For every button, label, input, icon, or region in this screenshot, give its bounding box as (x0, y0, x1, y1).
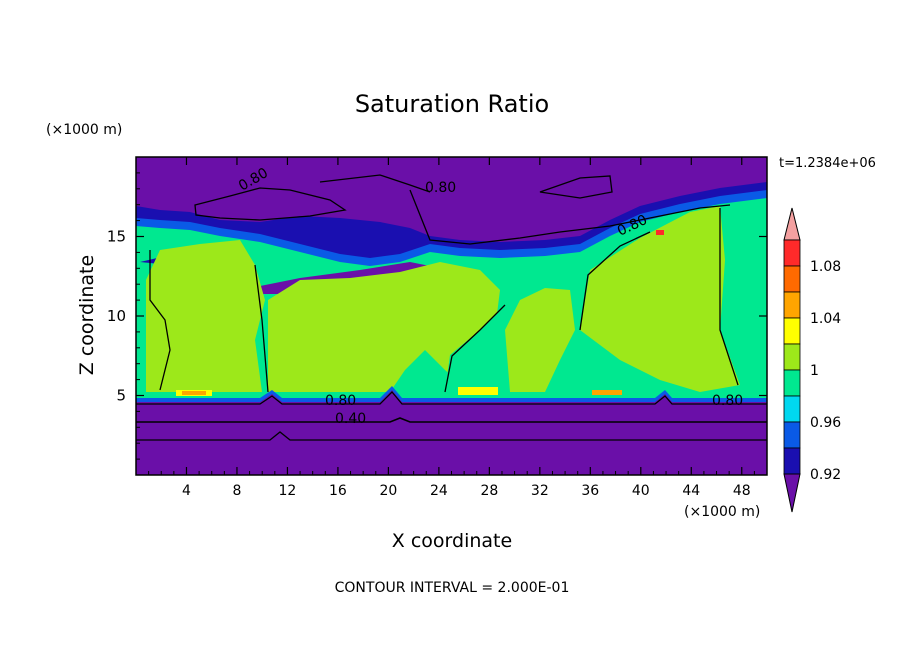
colorbar-label: 1.04 (810, 311, 841, 327)
colorbar-swatch (783, 317, 801, 345)
x-tick-label: 24 (430, 483, 448, 499)
saturation-field: 0.80 0.80 0.80 0.80 0.80 0.40 (136, 157, 767, 475)
x-tick-label: 12 (279, 483, 297, 499)
x-axis-label: X coordinate (392, 530, 512, 552)
x-tick-label: 44 (682, 483, 700, 499)
x-tick-label: 8 (232, 483, 241, 499)
y-tick-label: 10 (107, 307, 126, 325)
y-axis-label: Z coordinate (76, 255, 98, 375)
x-tick-label: 16 (329, 483, 347, 499)
x-tick-label: 40 (632, 483, 650, 499)
colorbar-swatch (783, 447, 801, 475)
x-axis-ticks: 4 8 12 16 20 24 28 32 36 40 44 48 (148, 157, 755, 499)
colorbar: 1.08 1.04 1 0.96 0.92 (783, 207, 841, 513)
colorbar-swatch (783, 343, 801, 371)
colorbar-swatch (783, 395, 801, 423)
x-tick-label: 20 (379, 483, 397, 499)
y-tick-label: 15 (107, 228, 126, 246)
chart-title: Saturation Ratio (355, 90, 549, 118)
colorbar-swatch (783, 265, 801, 293)
y-axis-ticks: 5 10 15 (107, 172, 767, 460)
x-unit-label: (×1000 m) (684, 504, 760, 520)
x-tick-label: 32 (531, 483, 549, 499)
contour-label: 0.80 (325, 393, 356, 409)
y-tick-label: 5 (116, 387, 126, 405)
time-label: t=1.2384e+06 (779, 156, 876, 171)
x-tick-label: 48 (733, 483, 751, 499)
x-tick-label: 36 (581, 483, 599, 499)
colorbar-swatch (783, 207, 801, 241)
colorbar-swatch (783, 369, 801, 397)
colorbar-label: 1.08 (810, 259, 841, 275)
colorbar-label: 0.96 (810, 415, 841, 431)
colorbar-label: 1 (810, 363, 819, 379)
contour-label: 0.80 (712, 393, 743, 409)
contour-label: 0.80 (425, 180, 456, 196)
x-tick-label: 4 (182, 483, 191, 499)
contour-interval-note: CONTOUR INTERVAL = 2.000E-01 (335, 580, 570, 596)
colorbar-label: 0.92 (810, 467, 841, 483)
y-unit-label: (×1000 m) (46, 122, 122, 138)
contour-label: 0.40 (335, 411, 366, 427)
colorbar-swatch (783, 473, 801, 513)
x-tick-label: 28 (480, 483, 498, 499)
colorbar-swatch (783, 239, 801, 267)
colorbar-swatch (783, 291, 801, 319)
colorbar-swatch (783, 421, 801, 449)
